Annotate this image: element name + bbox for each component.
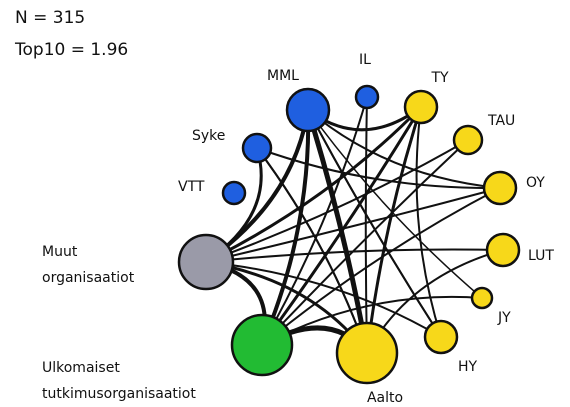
edge [261, 106, 422, 346]
node-label: Syke [192, 128, 225, 144]
node [482, 170, 518, 206]
edge [364, 96, 368, 354]
node-label: TY [430, 70, 449, 86]
node [470, 286, 494, 310]
n-count: N = 315 [15, 8, 85, 28]
edge [205, 139, 469, 263]
node [285, 87, 331, 133]
nodes: MML IL TY TAU OY LUT JY HY Aalto Ulkomaiset tutkim… [42, 52, 554, 406]
node-label: tutkimusorganisaatiot [42, 386, 196, 402]
node [177, 233, 235, 291]
edge [415, 106, 442, 338]
node-label: JY [497, 310, 511, 326]
edge [261, 187, 501, 346]
node [221, 180, 247, 206]
edge [307, 109, 501, 189]
node-label: HY [458, 359, 478, 375]
node [230, 313, 294, 377]
node [241, 132, 273, 164]
node [335, 321, 399, 385]
edge [307, 109, 483, 299]
edge [261, 139, 469, 346]
node-label: organisaatiot [42, 270, 135, 286]
node-label: LUT [528, 248, 554, 264]
edge [305, 109, 370, 354]
node-label: TAU [487, 113, 515, 129]
edge [205, 248, 504, 263]
node-label: Ulkomaiset [42, 360, 120, 376]
node-label: OY [526, 175, 545, 191]
edge [205, 261, 442, 338]
top10: Top10 = 1.96 [14, 40, 128, 60]
edge [205, 187, 501, 263]
node [423, 319, 459, 355]
node-label: Aalto [367, 390, 403, 406]
node [354, 84, 380, 110]
node-label: IL [359, 52, 371, 68]
edge [205, 106, 422, 263]
edge [307, 109, 442, 338]
node-label: MML [267, 68, 299, 84]
node-label: Muut [42, 244, 78, 260]
node [452, 124, 484, 156]
node [403, 89, 439, 125]
node [485, 232, 521, 268]
edge [260, 109, 310, 346]
node-label: VTT [178, 179, 205, 195]
